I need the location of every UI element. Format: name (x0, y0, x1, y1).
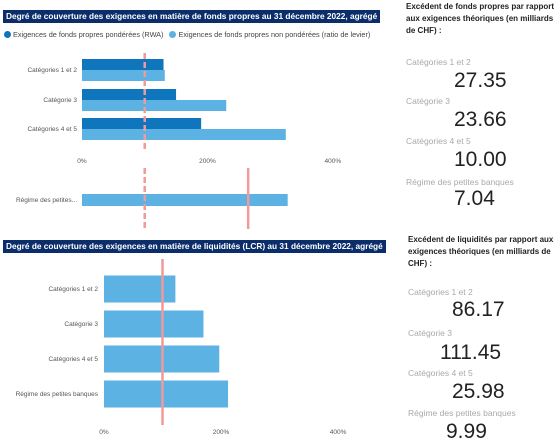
kpi-value: 27.35 (454, 69, 507, 92)
category-label: Régime des petites banques (16, 391, 99, 398)
capital-excess-header: Excédent de fonds propres par rapport au… (406, 2, 555, 35)
x-tick-label: 0% (99, 429, 109, 436)
bar-leverage (82, 100, 227, 111)
category-label: Catégorie 3 (64, 321, 98, 328)
x-tick-label: 200% (199, 158, 216, 165)
category-label: Régime des petites... (16, 197, 77, 204)
kpi-label: Catégorie 3 (408, 328, 452, 338)
kpi-value: 10.00 (454, 148, 507, 171)
bar-lcr (104, 310, 204, 338)
kpi-label: Catégories 4 et 5 (408, 368, 473, 378)
x-tick-label: 400% (325, 158, 342, 165)
kpi-value: 111.45 (440, 341, 502, 364)
capital-small-banks-chart: Régime des petites... (16, 168, 288, 229)
kpi-label: Catégorie 3 (406, 96, 450, 106)
kpi-value: 23.66 (454, 108, 507, 131)
bar-rwa (82, 118, 202, 129)
capital-coverage-chart: Catégories 1 et 2 Catégorie 3 Catégories 4… (27, 53, 342, 165)
capital-chart-legend: Exigences de fonds propres pondérées (RW… (4, 30, 376, 39)
bar-lcr (104, 275, 176, 303)
legend-item-leverage[interactable]: Exigences de fonds propres non pondérées… (169, 30, 370, 39)
x-tick-label: 0% (77, 158, 87, 165)
legend-swatch-rwa (4, 31, 11, 38)
bar-rwa (82, 89, 177, 100)
kpi-label: Catégories 1 et 2 (406, 57, 471, 67)
kpi-value: 7.04 (454, 187, 495, 210)
category-label: Catégories 4 et 5 (27, 126, 77, 133)
liquidity-chart-title: Degré de couverture des exigences en mat… (3, 240, 386, 253)
x-tick-label: 400% (330, 429, 347, 436)
category-label: Catégories 1 et 2 (48, 286, 98, 293)
bar-leverage (82, 129, 286, 140)
kpi-value: 9.99 (446, 420, 487, 443)
legend-item-rwa[interactable]: Exigences de fonds propres pondérées (RW… (4, 30, 163, 39)
kpi-label: Catégories 1 et 2 (408, 287, 473, 297)
kpi-label: Régime des petites banques (406, 177, 514, 187)
kpi-label: Régime des petites banques (408, 408, 516, 418)
legend-swatch-leverage (169, 31, 177, 38)
kpi-label: Catégories 4 et 5 (406, 136, 471, 146)
kpi-value: 86.17 (452, 298, 505, 321)
bar-rwa (82, 59, 164, 70)
category-label: Catégories 4 et 5 (48, 356, 98, 363)
x-tick-label: 200% (213, 429, 230, 436)
legend-label-rwa: Exigences de fonds propres pondérées (RW… (13, 30, 164, 39)
kpi-value: 25.98 (452, 380, 505, 403)
bar-leverage (82, 70, 165, 81)
category-label: Catégorie 3 (43, 97, 77, 104)
liquidity-excess-header: Excédent de liquidités par rapport aux e… (408, 235, 554, 268)
legend-label-leverage: Exigences de fonds propres non pondérées… (178, 30, 371, 39)
bar-lcr (104, 380, 229, 408)
bar-leverage (82, 194, 288, 206)
category-label: Catégories 1 et 2 (27, 67, 77, 74)
capital-chart-title: Degré de couverture des exigences en mat… (3, 10, 381, 23)
liquidity-coverage-chart: Catégories 1 et 2 Catégorie 3 Catégories 4… (16, 259, 347, 436)
